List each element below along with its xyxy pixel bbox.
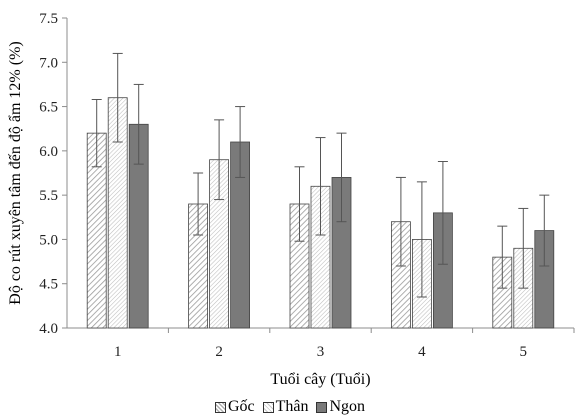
bar-chart: 4.0 4.5 5.0 5.5 6.0 6.5 7.0 7.5 1 2 3 4 5 Tuổi cây (T… <box>7 11 575 388</box>
y-tick-label: 4.0 <box>39 321 58 337</box>
legend-swatch-than <box>262 401 274 413</box>
y-tick-label: 7.0 <box>39 55 58 71</box>
x-tick-label: 1 <box>114 344 122 360</box>
y-tick-label: 4.5 <box>39 277 58 293</box>
y-tick-label: 5.5 <box>39 188 58 204</box>
legend-label-goc: Gốc <box>227 398 255 415</box>
legend-item-than: Thân <box>262 398 309 416</box>
x-tick-label: 3 <box>317 344 325 360</box>
x-axis-title: Tuổi cây (Tuổi) <box>270 371 370 388</box>
legend: Gốc Thân Ngon <box>0 396 580 418</box>
legend-item-ngon: Ngon <box>316 398 365 416</box>
y-tick-label: 5.0 <box>39 232 58 248</box>
legend-swatch-goc <box>214 401 226 413</box>
legend-label-ngon: Ngon <box>329 398 366 415</box>
y-axis-title: Độ co rút xuyên tâm đến độ ẩm 12% (%) <box>7 41 24 304</box>
y-tick-label: 6.5 <box>39 100 58 116</box>
x-tick-label: 5 <box>520 344 528 360</box>
legend-swatch-ngon <box>316 401 328 413</box>
y-tick-label: 7.5 <box>39 11 58 27</box>
legend-item-goc: Gốc <box>214 398 255 416</box>
y-tick-label: 6.0 <box>39 144 58 160</box>
x-tick-label: 2 <box>215 344 223 360</box>
legend-label-than: Thân <box>275 398 309 415</box>
x-tick-label: 4 <box>418 344 426 360</box>
